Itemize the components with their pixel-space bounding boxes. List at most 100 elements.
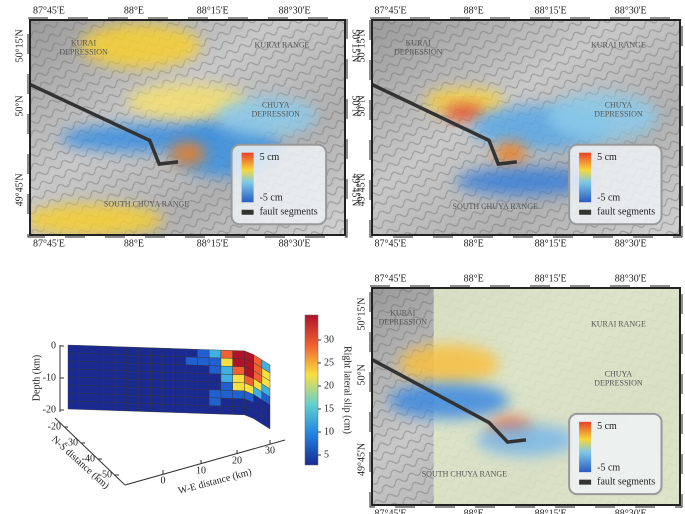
slip-cell bbox=[91, 345, 104, 355]
lon-label: 87°45'E bbox=[375, 5, 407, 16]
place-label: SOUTH CHUYA RANGE bbox=[422, 469, 507, 478]
place-label: CHUYA bbox=[605, 369, 633, 378]
lon-label: 88°15'E bbox=[197, 238, 229, 249]
slip-cell bbox=[91, 361, 104, 371]
ns-axis bbox=[54, 417, 126, 486]
lon-label: 87°45'E bbox=[33, 5, 65, 16]
place-label: KURAI RANGE bbox=[255, 41, 310, 50]
slip-cell bbox=[161, 355, 175, 365]
legend-colorbar bbox=[579, 152, 592, 203]
legend-fault-label: fault segments bbox=[597, 207, 655, 218]
frame-ticks bbox=[369, 17, 683, 238]
slip-cell bbox=[114, 402, 128, 412]
lat-label: 50°N bbox=[14, 95, 25, 116]
lon-label: 87°45'E bbox=[375, 238, 407, 249]
lat-label: 50°N bbox=[356, 95, 367, 116]
slip-cell bbox=[126, 354, 139, 364]
slip-cell bbox=[103, 393, 116, 403]
slip-cell bbox=[232, 358, 245, 368]
depth-tick-label: -20 bbox=[43, 404, 56, 415]
lon-label: 88°30'E bbox=[615, 273, 647, 284]
slip-cell bbox=[161, 379, 175, 389]
slip-cell bbox=[79, 385, 92, 394]
slip-cell bbox=[150, 363, 163, 373]
slip-cell bbox=[103, 353, 116, 363]
deformation bbox=[548, 92, 658, 141]
lat-label: 49°45'N bbox=[350, 173, 361, 206]
slip-cell bbox=[161, 363, 175, 373]
slip-cell bbox=[103, 361, 116, 371]
legend-min: -5 cm bbox=[597, 462, 620, 473]
slip-cell bbox=[185, 364, 198, 374]
slip-cell bbox=[67, 400, 80, 410]
slip-cell bbox=[114, 386, 128, 396]
colorbar-tick-label: 30 bbox=[324, 334, 334, 345]
slip-cell bbox=[103, 377, 116, 387]
we-tick-label: 0 bbox=[161, 475, 166, 486]
place-label: DEPRESSION bbox=[379, 318, 428, 327]
lon-label: 88°E bbox=[124, 5, 144, 16]
legend-max: 5 cm bbox=[597, 152, 617, 163]
slip-cell bbox=[208, 365, 222, 375]
slip-cell bbox=[91, 385, 104, 395]
map-image bbox=[372, 20, 680, 235]
deformation bbox=[494, 141, 527, 166]
slip-cell bbox=[173, 356, 186, 366]
place-label: KURAI bbox=[390, 309, 416, 318]
slip-cell bbox=[138, 355, 151, 364]
frame-ticks bbox=[27, 17, 348, 238]
deformation bbox=[444, 104, 485, 121]
slip-cell bbox=[185, 348, 198, 358]
ns-tick-label: -20 bbox=[48, 421, 61, 432]
we-tick-label: 20 bbox=[232, 455, 242, 466]
slip-cell bbox=[220, 389, 233, 399]
slip-cell bbox=[91, 377, 104, 387]
place-label: DEPRESSION bbox=[59, 47, 108, 56]
lat-label: 50°N bbox=[350, 95, 361, 116]
slip-cell bbox=[150, 347, 163, 357]
slip-cell bbox=[79, 401, 92, 410]
lon-label: 88°30'E bbox=[279, 238, 311, 249]
colorbar-tick-label: 25 bbox=[324, 357, 334, 368]
slip-cell bbox=[220, 349, 233, 359]
slip-cell bbox=[79, 377, 92, 386]
slip-cell bbox=[197, 365, 210, 374]
slip-cell bbox=[208, 397, 222, 407]
we-label: W-E distance (km) bbox=[177, 467, 253, 497]
deformation bbox=[216, 96, 317, 137]
slip-cell bbox=[150, 371, 163, 381]
fault bbox=[372, 358, 527, 444]
slip-cell bbox=[138, 347, 151, 356]
colorbar bbox=[304, 314, 319, 466]
slip-cell bbox=[220, 405, 233, 415]
lon-label: 88°15'E bbox=[535, 508, 567, 514]
slip-cell bbox=[79, 345, 92, 354]
place-label: SOUTH CHUYA RANGE bbox=[104, 200, 189, 209]
slip-cell bbox=[79, 393, 92, 402]
colorbar-tick-label: 15 bbox=[324, 403, 334, 414]
slip-cell bbox=[138, 403, 151, 412]
map-frame bbox=[371, 19, 681, 236]
slip-cell bbox=[126, 394, 139, 404]
slip-cell bbox=[173, 380, 186, 390]
slip-cell bbox=[185, 356, 198, 366]
slip-cell bbox=[232, 350, 245, 360]
lat-label: 50°N bbox=[356, 364, 367, 385]
fault bbox=[30, 82, 179, 166]
slip-cell bbox=[103, 369, 116, 379]
deformation bbox=[456, 167, 596, 196]
slip-cell bbox=[126, 402, 139, 412]
slip-cell bbox=[138, 371, 151, 380]
slip-cell bbox=[197, 397, 210, 406]
slip-cell bbox=[114, 346, 128, 356]
place-label: DEPRESSION bbox=[394, 47, 443, 56]
fault bbox=[372, 82, 517, 166]
slip-cell bbox=[150, 387, 163, 397]
slip-cell bbox=[103, 345, 116, 355]
slip-cell bbox=[220, 357, 233, 367]
slip-cell bbox=[197, 381, 210, 390]
slip-cell bbox=[150, 395, 163, 405]
legend-box bbox=[568, 143, 663, 226]
slip-cell bbox=[114, 370, 128, 380]
